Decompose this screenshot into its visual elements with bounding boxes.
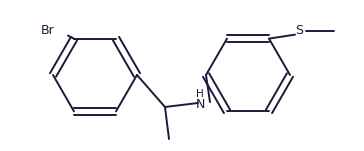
- Text: S: S: [295, 24, 303, 37]
- Text: N: N: [195, 98, 205, 111]
- Text: Br: Br: [40, 24, 54, 37]
- Text: H: H: [196, 89, 204, 99]
